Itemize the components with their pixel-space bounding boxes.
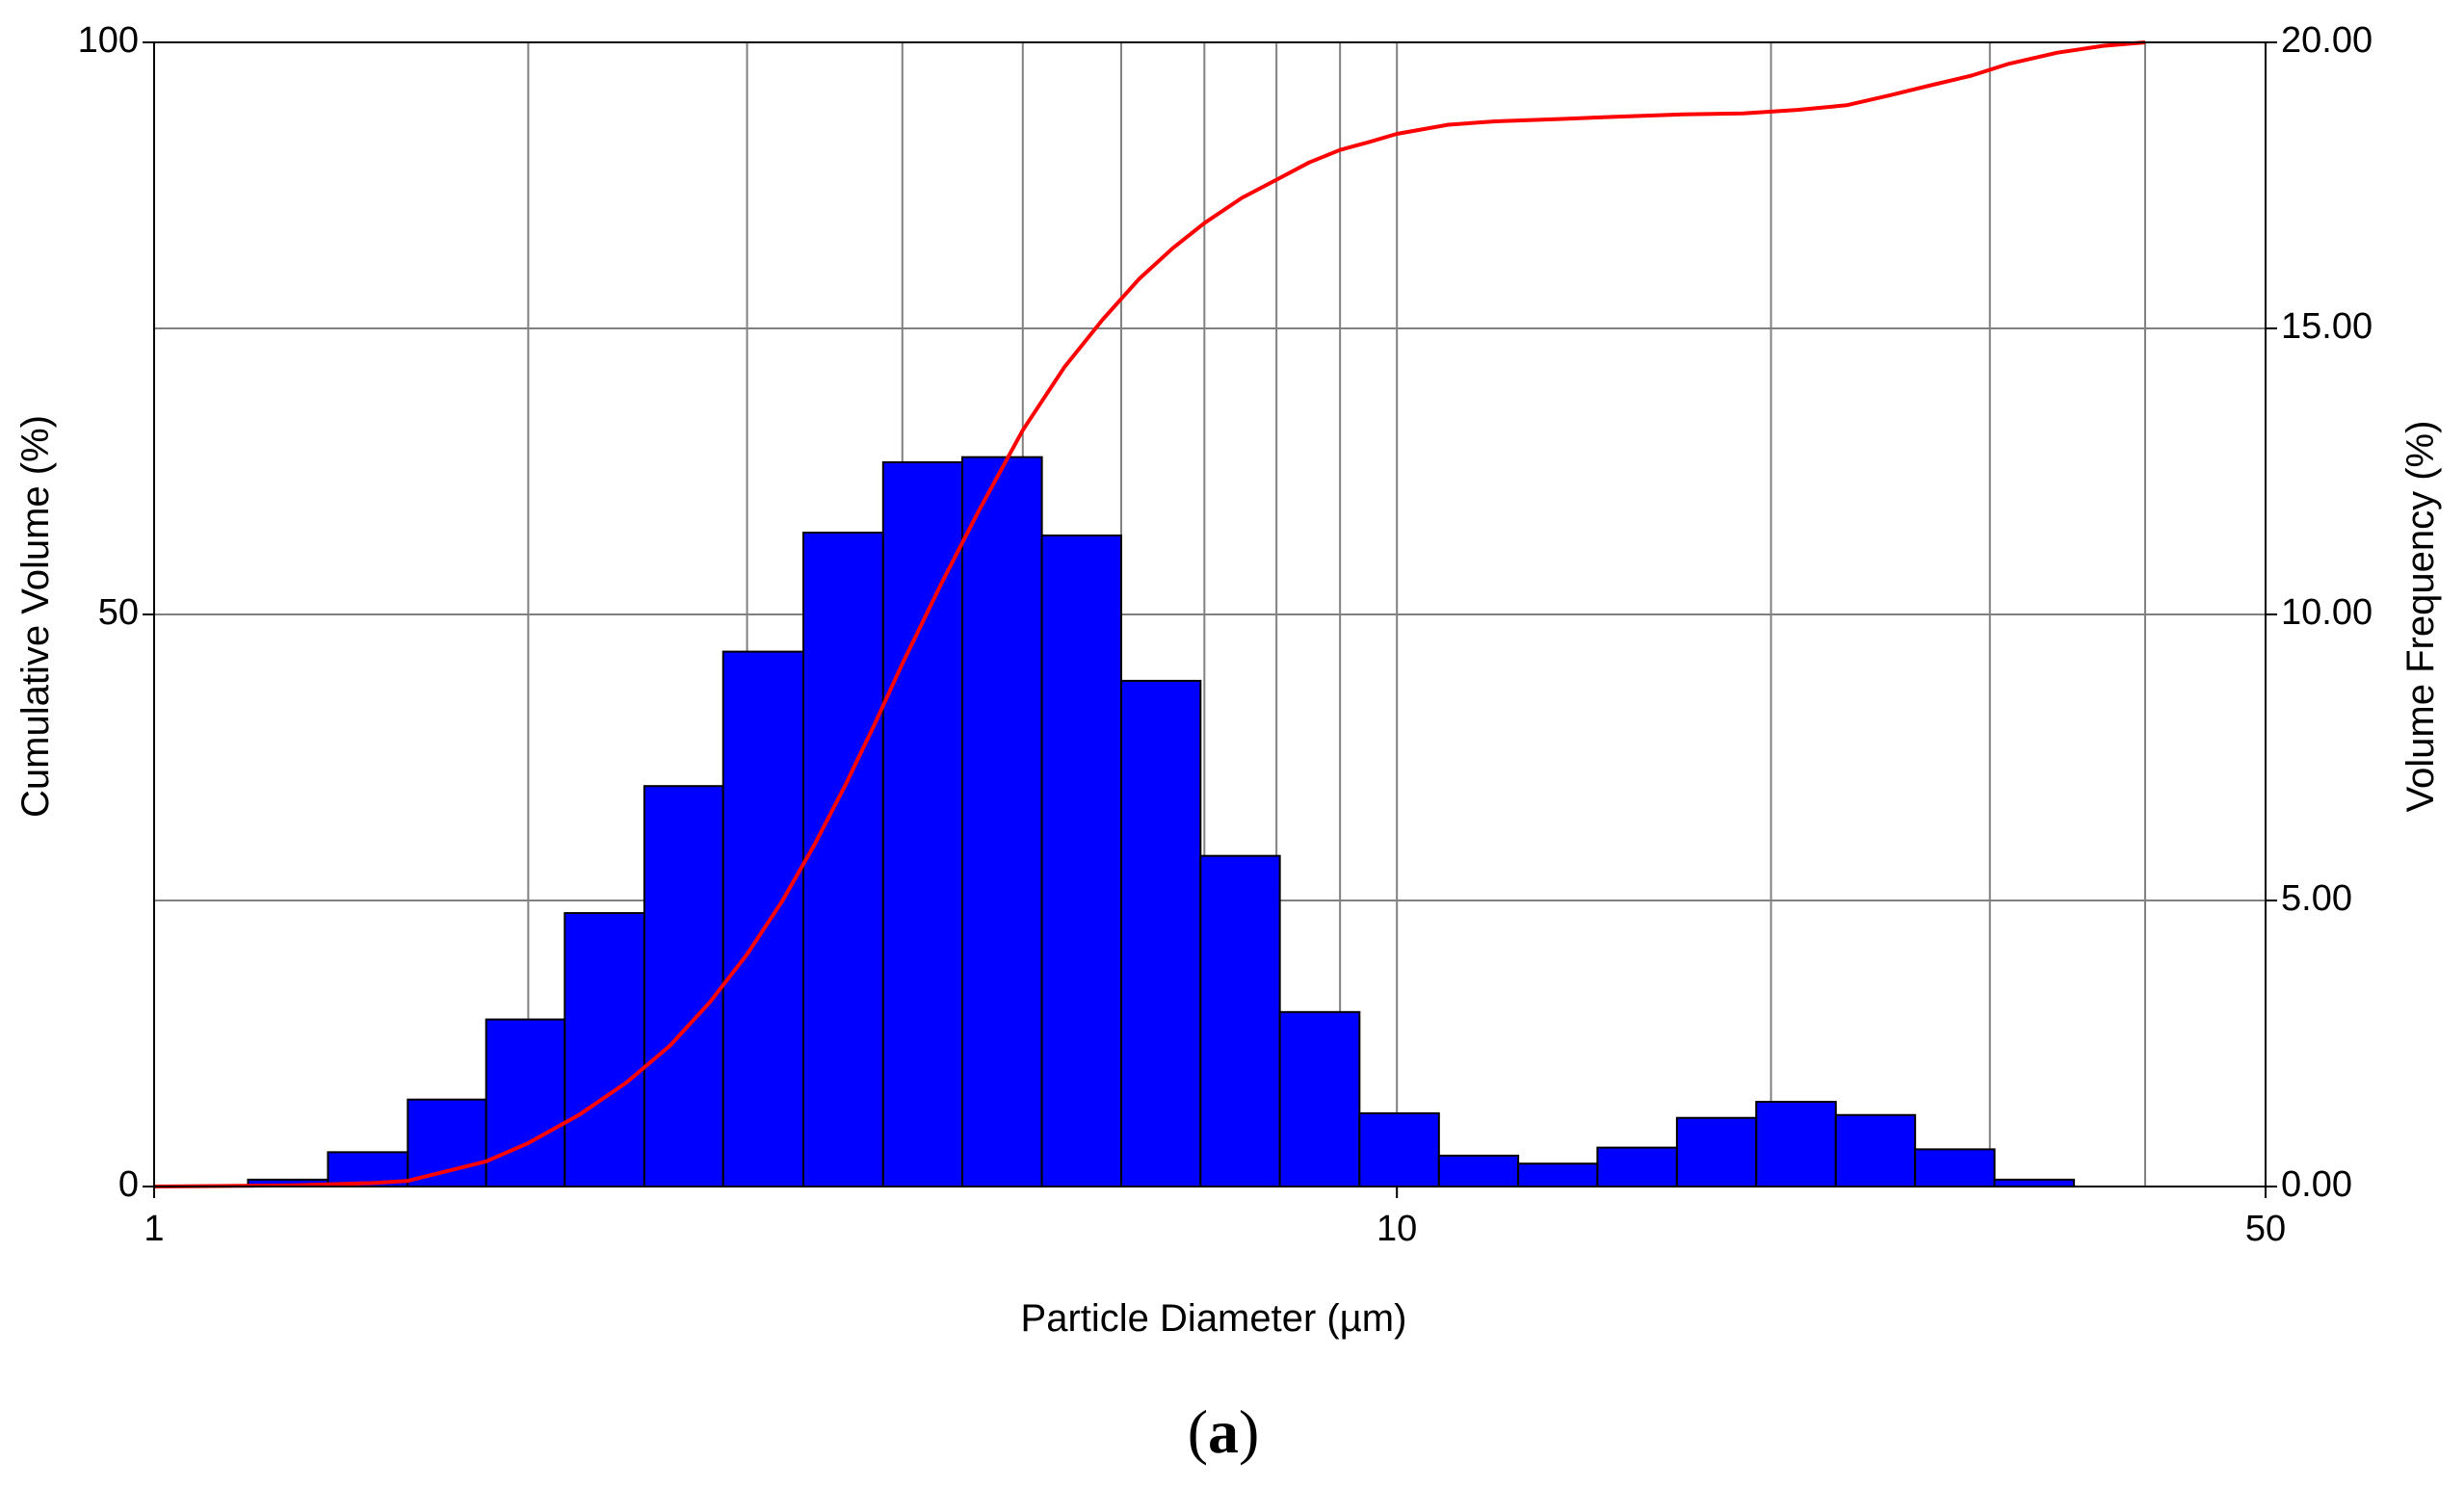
frequency-bar <box>1278 1010 1361 1187</box>
frequency-bar <box>1675 1116 1758 1187</box>
frequency-bar <box>642 785 724 1187</box>
panel-label: (a) <box>1188 1397 1260 1466</box>
frequency-bar <box>1358 1111 1440 1188</box>
frequency-bar <box>961 456 1043 1187</box>
x-tick-label: 1 <box>144 1209 164 1249</box>
right-axis-title: Volume Frequency (%) <box>2399 421 2442 813</box>
panel-label-open: ( <box>1188 1397 1208 1466</box>
x-axis-title: Particle Diameter (µm) <box>1021 1297 1407 1340</box>
frequency-bar <box>802 532 884 1187</box>
frequency-bar <box>1040 535 1122 1187</box>
frequency-bar <box>1914 1148 1996 1188</box>
frequency-bar <box>1517 1162 1599 1187</box>
frequency-bar <box>1834 1113 1917 1187</box>
right-tick-label: 20.00 <box>2281 20 2372 61</box>
frequency-bar <box>406 1098 487 1188</box>
left-tick-label: 100 <box>78 20 139 61</box>
x-tick-label: 10 <box>1376 1209 1417 1249</box>
left-axis-ticks: 0 50 100 <box>78 20 154 1205</box>
frequency-bar <box>881 460 964 1188</box>
frequency-bar <box>1437 1154 1520 1187</box>
x-tick-label: 50 <box>2245 1209 2286 1249</box>
panel-label-letter: a <box>1208 1397 1239 1466</box>
cumulative-volume-line <box>153 40 2146 1188</box>
frequency-bar <box>564 912 645 1187</box>
left-tick-label: 0 <box>118 1164 139 1205</box>
right-tick-label: 15.00 <box>2281 306 2372 347</box>
frequency-bars <box>247 456 2076 1188</box>
frequency-bar <box>721 650 805 1187</box>
right-tick-label: 0.00 <box>2281 1164 2352 1205</box>
frequency-bar <box>485 1018 566 1187</box>
frequency-bar <box>1199 854 1281 1188</box>
left-axis-title: Cumulative Volume (%) <box>14 415 57 818</box>
panel-label-close: ) <box>1239 1397 1259 1466</box>
right-tick-label: 10.00 <box>2281 592 2372 633</box>
frequency-bar <box>1755 1101 1837 1188</box>
frequency-bar <box>1119 679 1202 1187</box>
right-axis-ticks: 0.00 5.00 10.00 15.00 20.00 <box>2266 20 2372 1205</box>
frequency-bar <box>1993 1178 2076 1187</box>
frequency-bar <box>1596 1146 1678 1188</box>
x-axis-ticks: 1 10 50 <box>144 1187 2286 1249</box>
y-gridlines <box>154 327 2266 901</box>
left-tick-label: 50 <box>98 592 139 633</box>
right-tick-label: 5.00 <box>2281 878 2352 919</box>
